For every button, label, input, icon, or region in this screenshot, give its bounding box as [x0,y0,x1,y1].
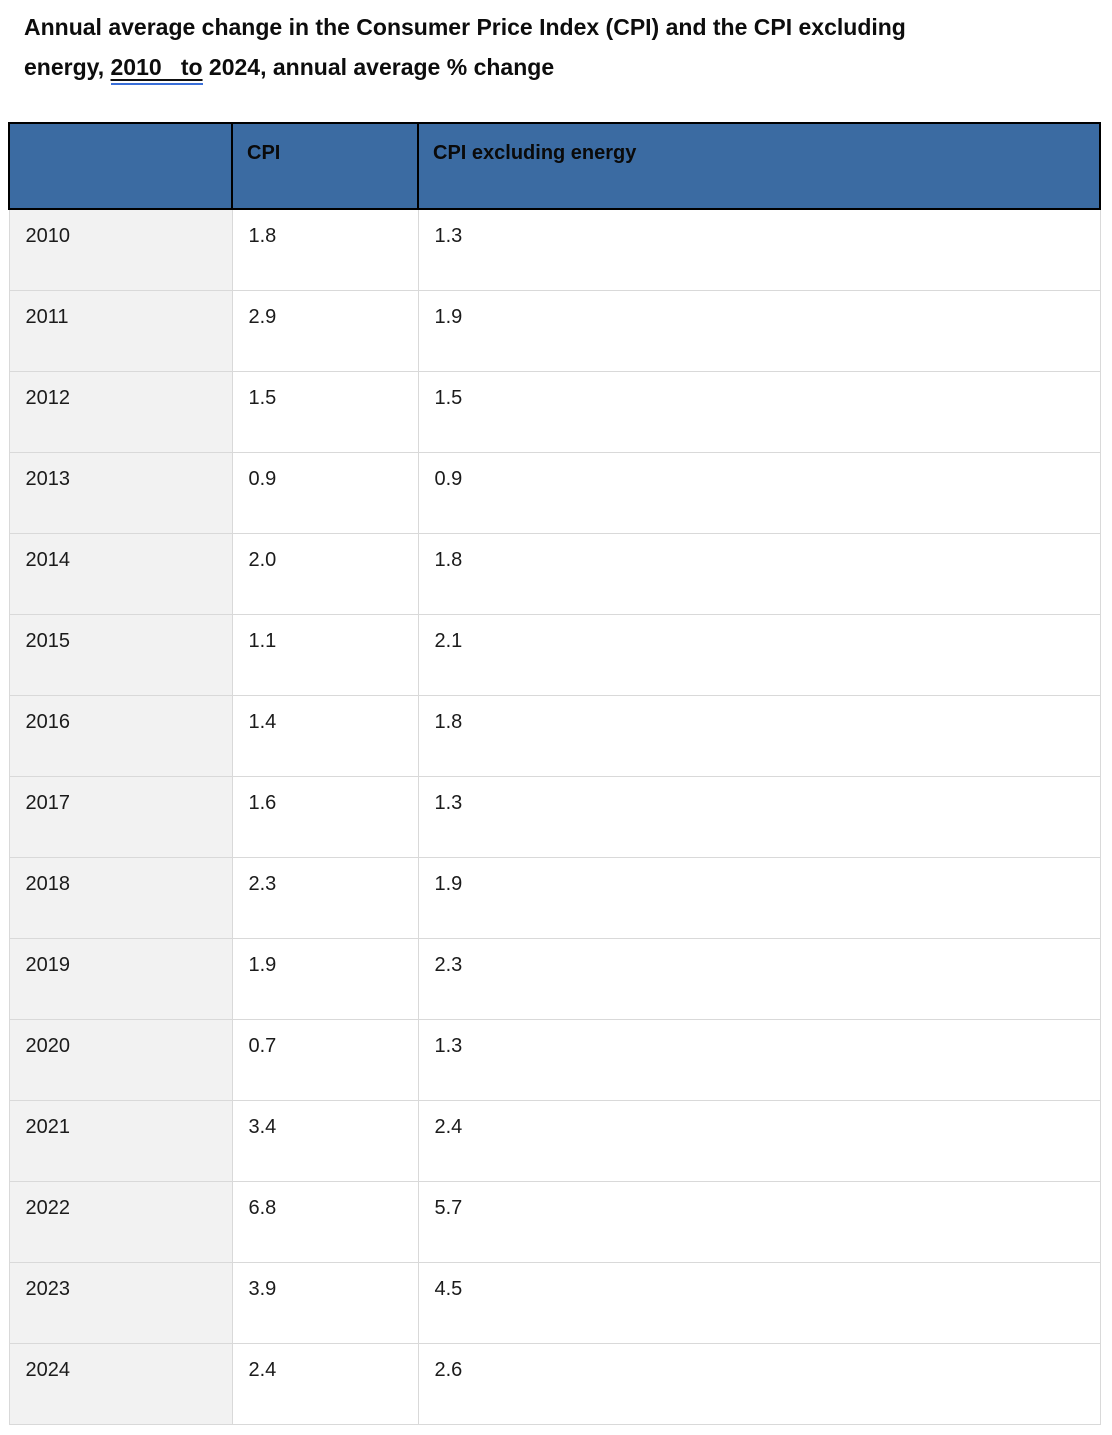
year-cell: 2015 [8,613,233,696]
year-cell: 2019 [8,937,233,1020]
cpi-cell: 0.7 [231,1018,419,1101]
cpi-cell: 3.4 [231,1099,419,1182]
table-row: 2017 1.6 1.3 [8,775,1101,858]
year-cell: 2018 [8,856,233,939]
year-cell: 2014 [8,532,233,615]
year-cell: 2022 [8,1180,233,1263]
header-cell-cpi: CPI [231,122,419,210]
cpi-cell: 1.6 [231,775,419,858]
cpi-cell: 1.8 [231,208,419,291]
cpi-cell: 0.9 [231,451,419,534]
cpi-cell: 1.5 [231,370,419,453]
table-row: 2016 1.4 1.8 [8,694,1101,777]
title-underlined-range: 2010 to [110,54,203,85]
year-cell: 2013 [8,451,233,534]
cpi-cell: 1.4 [231,694,419,777]
table-row: 2015 1.1 2.1 [8,613,1101,696]
year-cell: 2021 [8,1099,233,1182]
table-row: 2012 1.5 1.5 [8,370,1101,453]
cpi-cell: 1.9 [231,937,419,1020]
table-row: 2019 1.9 2.3 [8,937,1101,1020]
header-row: CPI CPI excluding energy [8,122,1101,210]
cpi-cell: 6.8 [231,1180,419,1263]
page-title: Annual average change in the Consumer Pr… [24,7,1088,87]
cpi-excluding-energy-cell: 2.3 [417,937,1101,1020]
cpi-excluding-energy-cell: 2.6 [417,1342,1101,1425]
table-row: 2013 0.9 0.9 [8,451,1101,534]
year-cell: 2012 [8,370,233,453]
cpi-excluding-energy-cell: 1.3 [417,775,1101,858]
cpi-excluding-energy-cell: 2.1 [417,613,1101,696]
year-cell: 2020 [8,1018,233,1101]
title-line-1: Annual average change in the Consumer Pr… [24,14,906,40]
header-cell-empty [8,122,233,210]
cpi-excluding-energy-cell: 1.8 [417,532,1101,615]
cpi-excluding-energy-cell: 5.7 [417,1180,1101,1263]
table-row: 2021 3.4 2.4 [8,1099,1101,1182]
title-line-2-prefix: energy, [24,54,111,80]
cpi-cell: 2.0 [231,532,419,615]
table-row: 2018 2.3 1.9 [8,856,1101,939]
table-row: 2010 1.8 1.3 [8,208,1101,291]
year-cell: 2017 [8,775,233,858]
cpi-cell: 2.9 [231,289,419,372]
cpi-cell: 2.3 [231,856,419,939]
cpi-table-header: CPI CPI excluding energy [8,122,1101,210]
year-cell: 2016 [8,694,233,777]
table-row: 2014 2.0 1.8 [8,532,1101,615]
cpi-excluding-energy-cell: 1.5 [417,370,1101,453]
year-cell: 2010 [8,208,233,291]
cpi-excluding-energy-cell: 2.4 [417,1099,1101,1182]
year-cell: 2011 [8,289,233,372]
table-row: 2023 3.9 4.5 [8,1261,1101,1344]
table-row: 2020 0.7 1.3 [8,1018,1101,1101]
cpi-excluding-energy-cell: 0.9 [417,451,1101,534]
cpi-cell: 1.1 [231,613,419,696]
cpi-excluding-energy-cell: 1.3 [417,208,1101,291]
cpi-excluding-energy-cell: 4.5 [417,1261,1101,1344]
year-cell: 2024 [8,1342,233,1425]
cpi-table: CPI CPI excluding energy 2010 1.8 1.3 2011 2… [8,122,1101,1425]
year-cell: 2023 [8,1261,233,1344]
title-line-2-suffix: 2024, annual average % change [202,54,555,80]
cpi-excluding-energy-cell: 1.9 [417,289,1101,372]
cpi-excluding-energy-cell: 1.3 [417,1018,1101,1101]
cpi-cell: 3.9 [231,1261,419,1344]
cpi-excluding-energy-cell: 1.9 [417,856,1101,939]
cpi-cell: 2.4 [231,1342,419,1425]
cpi-table-body: 2010 1.8 1.3 2011 2.9 1.9 2012 1.5 1.5 2013 0.9 0.9… [8,208,1101,1425]
table-row: 2022 6.8 5.7 [8,1180,1101,1263]
header-cell-cpi-excluding-energy: CPI excluding energy [417,122,1101,210]
table-row: 2011 2.9 1.9 [8,289,1101,372]
table-row: 2024 2.4 2.6 [8,1342,1101,1425]
cpi-excluding-energy-cell: 1.8 [417,694,1101,777]
